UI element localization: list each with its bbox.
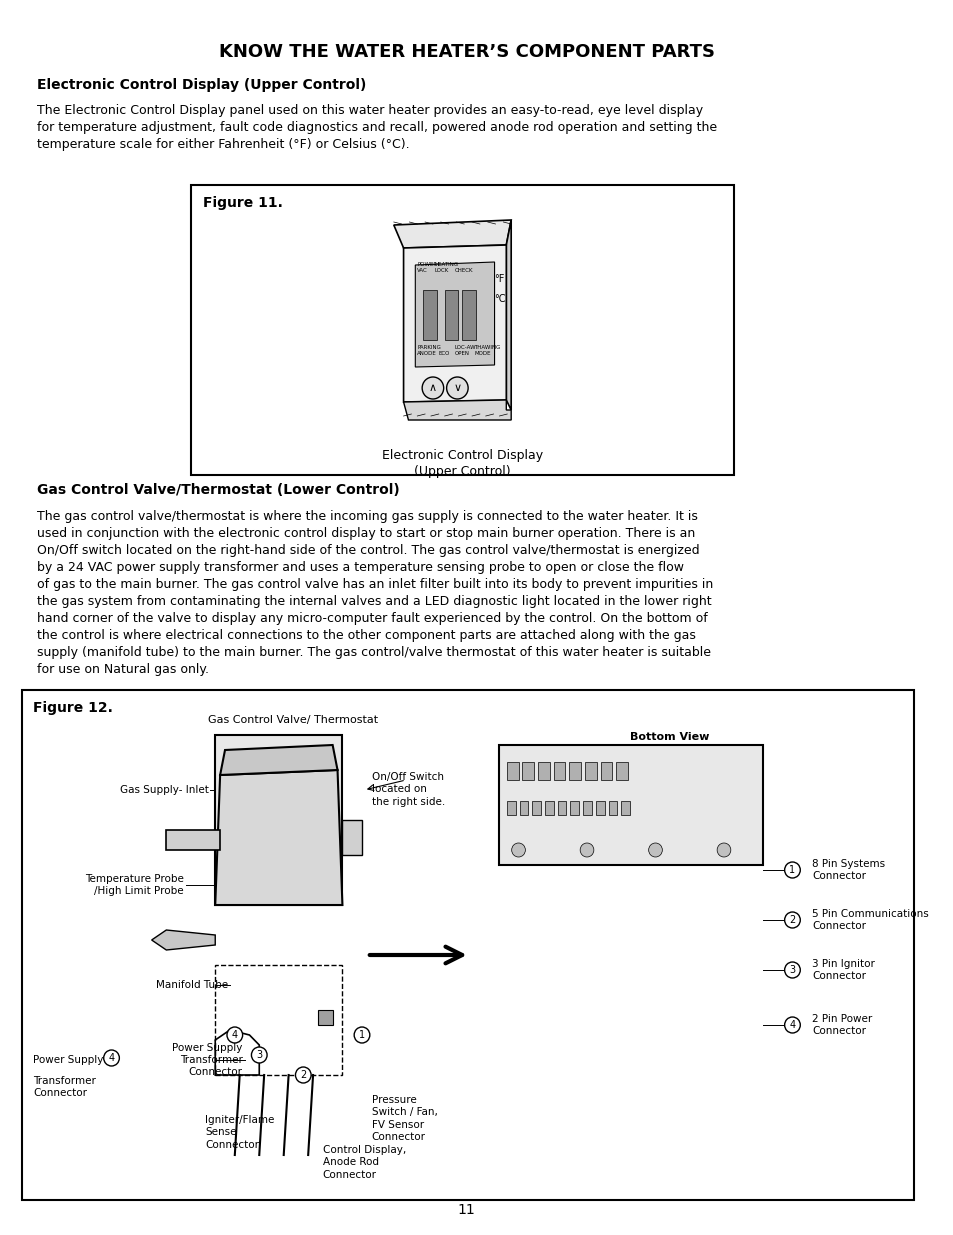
Polygon shape <box>403 245 506 403</box>
Bar <box>506 802 515 815</box>
Circle shape <box>783 911 800 927</box>
Bar <box>570 802 578 815</box>
Bar <box>616 762 627 781</box>
Text: PARKING
ANODE: PARKING ANODE <box>416 346 440 356</box>
Text: 1: 1 <box>788 864 795 876</box>
Text: 3: 3 <box>788 965 795 974</box>
Bar <box>423 290 436 340</box>
Text: 3: 3 <box>256 1050 262 1060</box>
Text: Gas Control Valve/Thermostat (Lower Control): Gas Control Valve/Thermostat (Lower Cont… <box>37 483 399 496</box>
Text: 1: 1 <box>358 1030 365 1040</box>
Circle shape <box>104 1050 119 1066</box>
Bar <box>569 762 580 781</box>
Bar <box>444 290 457 340</box>
Bar <box>584 762 597 781</box>
Text: 4: 4 <box>232 1030 237 1040</box>
Text: 5 Pin Communications
Connector: 5 Pin Communications Connector <box>811 909 928 931</box>
Bar <box>596 802 604 815</box>
Text: 2: 2 <box>788 915 795 925</box>
Text: ∨: ∨ <box>453 383 461 393</box>
Circle shape <box>252 1047 267 1063</box>
Circle shape <box>295 1067 311 1083</box>
Circle shape <box>511 844 525 857</box>
Circle shape <box>579 844 593 857</box>
Bar <box>215 735 342 905</box>
Circle shape <box>227 1028 242 1044</box>
Text: Igniter/Flame
Sense
Connector: Igniter/Flame Sense Connector <box>205 1115 274 1150</box>
Text: POWER
VAC: POWER VAC <box>416 262 436 273</box>
Bar <box>342 820 361 855</box>
FancyArrowPatch shape <box>369 947 461 963</box>
Bar <box>506 762 518 781</box>
Circle shape <box>783 862 800 878</box>
Bar <box>22 690 913 1200</box>
Text: Temperature Probe
/High Limit Probe: Temperature Probe /High Limit Probe <box>85 874 184 897</box>
Text: 4: 4 <box>788 1020 795 1030</box>
Text: Figure 11.: Figure 11. <box>202 196 282 210</box>
Circle shape <box>783 962 800 978</box>
Text: Electronic Control Display (Upper Control): Electronic Control Display (Upper Contro… <box>37 78 366 91</box>
Bar <box>215 965 342 1074</box>
Circle shape <box>422 377 443 399</box>
Text: ECO: ECO <box>438 351 450 356</box>
Text: Figure 12.: Figure 12. <box>33 701 113 715</box>
Bar <box>462 290 476 340</box>
Text: HEATING
LOCK: HEATING LOCK <box>435 262 458 273</box>
Bar <box>558 802 566 815</box>
Text: Electronic Control Display
(Upper Control): Electronic Control Display (Upper Contro… <box>381 448 542 478</box>
Text: Gas Control Valve/ Thermostat: Gas Control Valve/ Thermostat <box>208 715 378 725</box>
Bar <box>620 802 629 815</box>
Circle shape <box>783 1016 800 1032</box>
Bar <box>519 802 528 815</box>
Text: LOC-AW
OPEN: LOC-AW OPEN <box>454 346 476 356</box>
Polygon shape <box>506 220 511 410</box>
Circle shape <box>446 377 468 399</box>
Text: 2: 2 <box>300 1070 306 1079</box>
Text: °F: °F <box>494 274 504 284</box>
Text: Power Supply
Transformer
Connector: Power Supply Transformer Connector <box>172 1042 242 1077</box>
Bar <box>191 185 733 475</box>
Text: The Electronic Control Display panel used on this water heater provides an easy-: The Electronic Control Display panel use… <box>37 104 717 151</box>
Text: 3 Pin Ignitor
Connector: 3 Pin Ignitor Connector <box>811 958 874 981</box>
Text: Gas Supply- Inlet: Gas Supply- Inlet <box>119 785 208 795</box>
Polygon shape <box>215 769 342 905</box>
Text: The gas control valve/thermostat is where the incoming gas supply is connected t: The gas control valve/thermostat is wher… <box>37 510 713 676</box>
Circle shape <box>354 1028 370 1044</box>
Circle shape <box>648 844 661 857</box>
Text: 11: 11 <box>457 1203 475 1216</box>
Bar <box>544 802 553 815</box>
Bar <box>582 802 591 815</box>
Text: Transformer
Connector: Transformer Connector <box>33 1076 96 1098</box>
Text: °C: °C <box>494 294 505 304</box>
Text: Manifold Tube: Manifold Tube <box>155 981 228 990</box>
Polygon shape <box>220 745 337 776</box>
Text: CHECK: CHECK <box>454 268 473 273</box>
Text: 2 Pin Power
Connector: 2 Pin Power Connector <box>811 1014 871 1036</box>
Text: Control Display,
Anode Rod
Connector: Control Display, Anode Rod Connector <box>322 1145 406 1179</box>
Bar <box>553 762 565 781</box>
Bar <box>498 745 762 864</box>
Polygon shape <box>152 930 215 950</box>
Text: KNOW THE WATER HEATER’S COMPONENT PARTS: KNOW THE WATER HEATER’S COMPONENT PARTS <box>218 43 714 61</box>
Circle shape <box>717 844 730 857</box>
Bar <box>317 1010 333 1025</box>
Text: Power Supply: Power Supply <box>33 1055 104 1065</box>
Bar <box>532 802 540 815</box>
Bar <box>600 762 612 781</box>
Polygon shape <box>415 262 494 367</box>
Polygon shape <box>394 220 511 248</box>
Bar <box>522 762 534 781</box>
Text: On/Off Switch
located on
the right side.: On/Off Switch located on the right side. <box>372 772 444 806</box>
Text: Bottom View: Bottom View <box>630 732 709 742</box>
Text: THAWING
MODE: THAWING MODE <box>474 346 500 356</box>
Bar <box>608 802 617 815</box>
Text: Pressure
Switch / Fan,
FV Sensor
Connector: Pressure Switch / Fan, FV Sensor Connect… <box>372 1095 437 1142</box>
Bar <box>537 762 549 781</box>
Bar <box>166 830 220 850</box>
Text: 8 Pin Systems
Connector: 8 Pin Systems Connector <box>811 858 884 882</box>
Polygon shape <box>403 400 511 420</box>
Text: ∧: ∧ <box>429 383 436 393</box>
Text: 4: 4 <box>109 1053 114 1063</box>
